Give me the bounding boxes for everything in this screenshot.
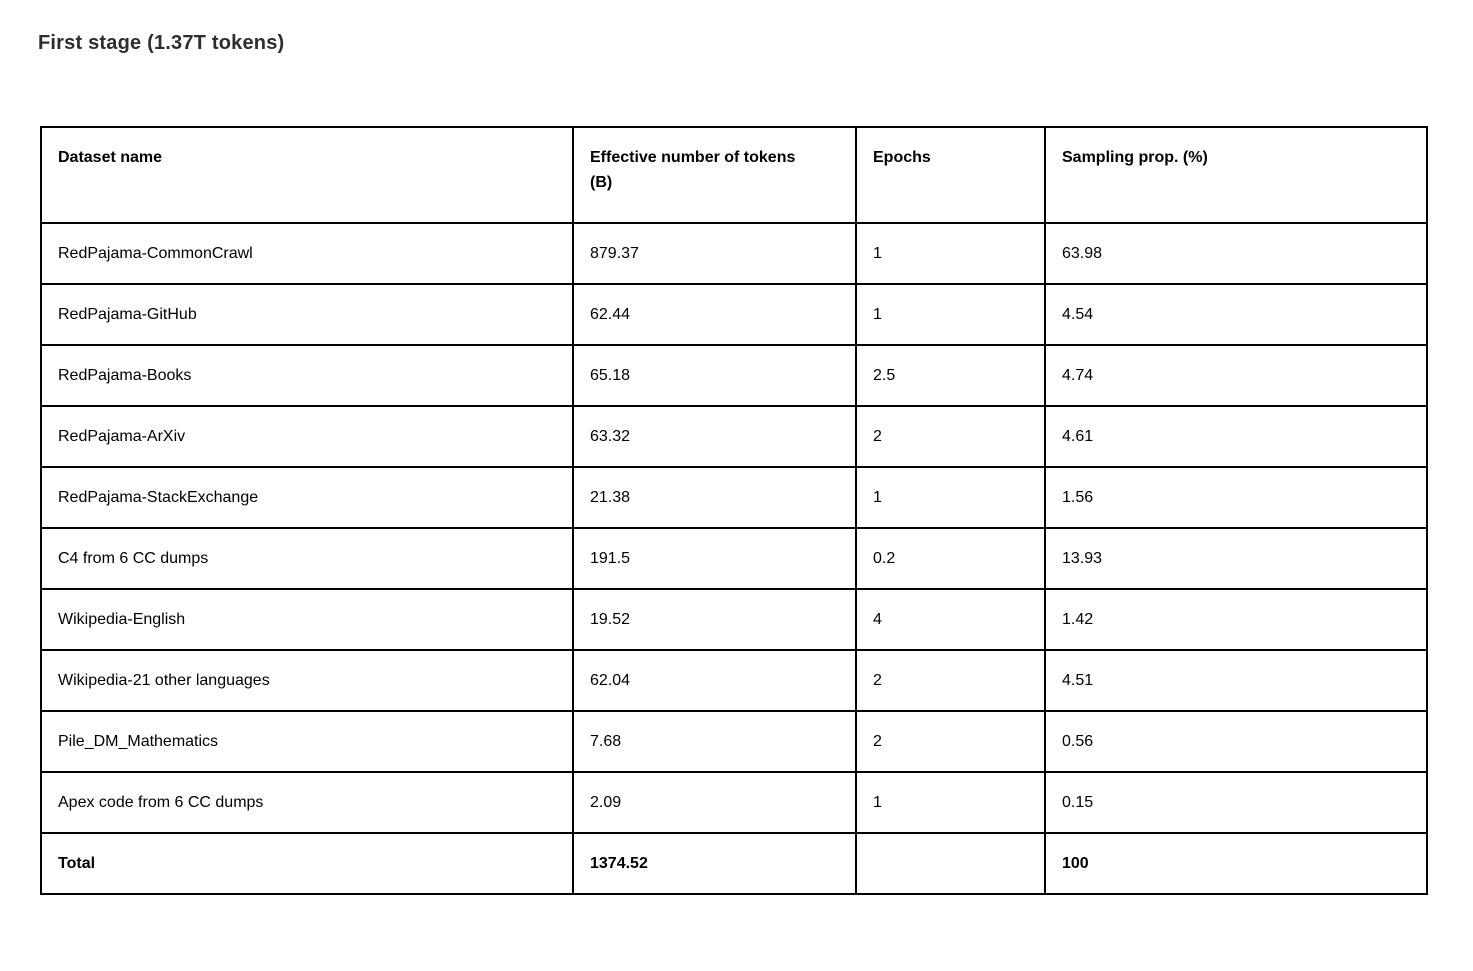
column-header-label: Epochs	[873, 149, 931, 166]
epochs-cell: 2	[855, 710, 1046, 773]
tokens-cell: 19.52	[572, 588, 857, 651]
header-row: Dataset name Effective number of tokens …	[40, 126, 1428, 224]
table-row: Pile_DM_Mathematics 7.68 2 0.56	[40, 710, 1428, 773]
page-title: First stage (1.37T tokens)	[38, 32, 285, 54]
epochs-cell: 4	[855, 588, 1046, 651]
sampling-cell: 13.93	[1044, 527, 1428, 590]
dataset-name-cell: Apex code from 6 CC dumps	[40, 771, 574, 834]
column-header-label: Effective number of tokens (B)	[590, 149, 796, 191]
column-header-epochs: Epochs	[855, 126, 1046, 224]
tokens-cell: 879.37	[572, 222, 857, 285]
sampling-cell: 4.61	[1044, 405, 1428, 468]
total-tokens-cell: 1374.52	[572, 832, 857, 895]
total-sampling-cell: 100	[1044, 832, 1428, 895]
dataset-name-cell: RedPajama-Books	[40, 344, 574, 407]
table-row: RedPajama-Books 65.18 2.5 4.74	[40, 344, 1428, 407]
dataset-name-cell: Wikipedia-English	[40, 588, 574, 651]
column-header-label: Dataset name	[58, 149, 163, 166]
epochs-cell: 2	[855, 649, 1046, 712]
epochs-cell: 1	[855, 222, 1046, 285]
column-header-dataset-name: Dataset name	[40, 126, 574, 224]
sampling-cell: 63.98	[1044, 222, 1428, 285]
dataset-name-cell: Wikipedia-21 other languages	[40, 649, 574, 712]
dataset-name-cell: RedPajama-StackExchange	[40, 466, 574, 529]
tokens-cell: 62.44	[572, 283, 857, 346]
table-row: RedPajama-CommonCrawl 879.37 1 63.98	[40, 222, 1428, 285]
epochs-cell: 2.5	[855, 344, 1046, 407]
sampling-cell: 1.42	[1044, 588, 1428, 651]
dataset-name-cell: RedPajama-ArXiv	[40, 405, 574, 468]
sampling-cell: 1.56	[1044, 466, 1428, 529]
total-epochs-cell	[855, 832, 1046, 895]
table-row: Wikipedia-21 other languages 62.04 2 4.5…	[40, 649, 1428, 712]
tokens-cell: 63.32	[572, 405, 857, 468]
table-footer: Total 1374.52 100	[40, 832, 1428, 895]
table-row: RedPajama-GitHub 62.44 1 4.54	[40, 283, 1428, 346]
epochs-cell: 2	[855, 405, 1046, 468]
table-row: Wikipedia-English 19.52 4 1.42	[40, 588, 1428, 651]
table-row: C4 from 6 CC dumps 191.5 0.2 13.93	[40, 527, 1428, 590]
tokens-cell: 2.09	[572, 771, 857, 834]
tokens-cell: 62.04	[572, 649, 857, 712]
column-header-effective-tokens: Effective number of tokens (B)	[572, 126, 857, 224]
epochs-cell: 1	[855, 466, 1046, 529]
sampling-cell: 4.51	[1044, 649, 1428, 712]
tokens-cell: 191.5	[572, 527, 857, 590]
dataset-name-cell: C4 from 6 CC dumps	[40, 527, 574, 590]
tokens-cell: 65.18	[572, 344, 857, 407]
column-header-sampling-prop: Sampling prop. (%)	[1044, 126, 1428, 224]
sampling-cell: 0.56	[1044, 710, 1428, 773]
sampling-cell: 4.74	[1044, 344, 1428, 407]
epochs-cell: 1	[855, 771, 1046, 834]
tokens-cell: 21.38	[572, 466, 857, 529]
column-header-label: Sampling prop. (%)	[1062, 149, 1208, 166]
dataset-name-cell: RedPajama-GitHub	[40, 283, 574, 346]
table-body: RedPajama-CommonCrawl 879.37 1 63.98 Red…	[40, 222, 1428, 834]
epochs-cell: 0.2	[855, 527, 1046, 590]
sampling-cell: 4.54	[1044, 283, 1428, 346]
tokens-cell: 7.68	[572, 710, 857, 773]
dataset-name-cell: RedPajama-CommonCrawl	[40, 222, 574, 285]
sampling-cell: 0.15	[1044, 771, 1428, 834]
table-row: RedPajama-ArXiv 63.32 2 4.61	[40, 405, 1428, 468]
dataset-mixture-table: Dataset name Effective number of tokens …	[40, 126, 1428, 895]
table-header: Dataset name Effective number of tokens …	[40, 126, 1428, 224]
table-row: RedPajama-StackExchange 21.38 1 1.56	[40, 466, 1428, 529]
epochs-cell: 1	[855, 283, 1046, 346]
table-row: Apex code from 6 CC dumps 2.09 1 0.15	[40, 771, 1428, 834]
dataset-name-cell: Pile_DM_Mathematics	[40, 710, 574, 773]
total-label-cell: Total	[40, 832, 574, 895]
total-row: Total 1374.52 100	[40, 832, 1428, 895]
